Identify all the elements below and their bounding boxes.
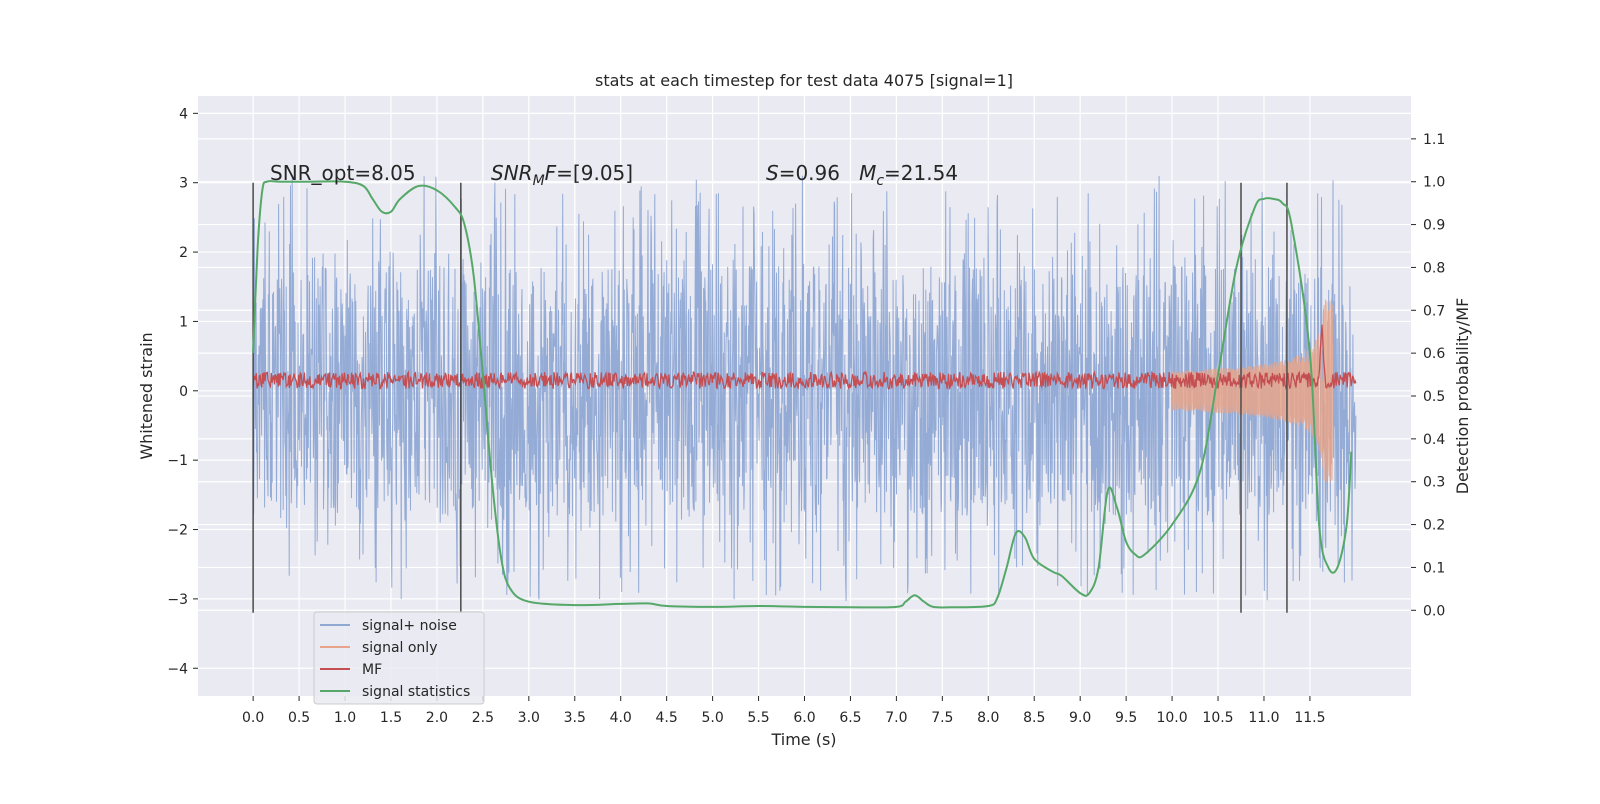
annotation-snr-mf-italic2: F bbox=[545, 161, 557, 185]
annotation-snr-mf-italic: SNR bbox=[491, 161, 533, 185]
y2-tick-label: 0.2 bbox=[1423, 518, 1445, 534]
annotation-stats-s: S bbox=[766, 161, 779, 185]
y-tick-label: −4 bbox=[167, 661, 188, 677]
x-axis-label: Time (s) bbox=[770, 730, 836, 749]
legend-label-signal-only: signal only bbox=[362, 640, 437, 656]
vertical-markers bbox=[252, 182, 1288, 613]
chart-title: stats at each timestep for test data 407… bbox=[595, 71, 1013, 90]
x-tick-label: 1.0 bbox=[334, 710, 356, 726]
annotation-stats-m-value: =21.54 bbox=[884, 161, 958, 185]
mf-series bbox=[252, 324, 1357, 391]
signal-plus-noise-series bbox=[252, 175, 1357, 602]
signal-statistics-series bbox=[252, 180, 1353, 609]
mf-line bbox=[252, 324, 1357, 391]
x-tick-label: 11.5 bbox=[1294, 710, 1325, 726]
x-tick-label: 0.5 bbox=[288, 710, 310, 726]
x-tick-label: 11.0 bbox=[1248, 710, 1279, 726]
signal-plus-noise-line bbox=[252, 175, 1357, 602]
x-tick-label: 3.0 bbox=[518, 710, 540, 726]
signal-only-series bbox=[1171, 299, 1334, 483]
annotation-stats-s-value: =0.96 bbox=[779, 161, 859, 185]
annotation-snr-opt: SNR_opt=8.05 bbox=[270, 161, 416, 185]
signal-statistics-line bbox=[252, 180, 1353, 609]
signal-only-line bbox=[1171, 299, 1334, 483]
x-tick-label: 10.5 bbox=[1202, 710, 1233, 726]
y2-tick-label: 0.7 bbox=[1423, 303, 1445, 319]
legend-label-mf: MF bbox=[362, 662, 382, 678]
x-tick-label: 9.5 bbox=[1115, 710, 1137, 726]
x-tick-label: 4.0 bbox=[610, 710, 632, 726]
annotation-stats: S=0.96 Mc=21.54 bbox=[766, 161, 958, 189]
x-tick-label: 1.5 bbox=[380, 710, 402, 726]
x-tick-label: 7.0 bbox=[885, 710, 907, 726]
x-tick-label: 7.5 bbox=[931, 710, 953, 726]
y2-axis-label: Detection probability/MF bbox=[1453, 298, 1472, 495]
y2-tick-label: 0.3 bbox=[1423, 475, 1445, 491]
y-axis-label: Whitened strain bbox=[137, 332, 156, 459]
y2-tick-label: 0.4 bbox=[1423, 432, 1445, 448]
y2-tick-label: 1.0 bbox=[1423, 175, 1445, 191]
y2-tick-label: 0.1 bbox=[1423, 560, 1445, 576]
annotation-snr-mf-sub: M bbox=[533, 173, 545, 189]
x-tick-label: 6.0 bbox=[793, 710, 815, 726]
y2-tick-label: 1.1 bbox=[1423, 132, 1445, 148]
y-tick-label: 1 bbox=[179, 314, 188, 330]
legend-label-signal-statistics: signal statistics bbox=[362, 684, 470, 700]
x-tick-label: 6.5 bbox=[839, 710, 861, 726]
y-tick-label: −2 bbox=[167, 523, 188, 539]
x-tick-label: 2.5 bbox=[472, 710, 494, 726]
y-tick-label: −1 bbox=[167, 453, 188, 469]
y2-tick-label: 0.6 bbox=[1423, 346, 1445, 362]
x-tick-label: 5.5 bbox=[747, 710, 769, 726]
x-tick-label: 10.0 bbox=[1156, 710, 1187, 726]
legend: signal+ noise signal only MF signal statist… bbox=[313, 611, 485, 705]
legend-label-signal-plus-noise: signal+ noise bbox=[362, 618, 457, 634]
tick-labels: 0.0 0.5 1.0 1.5 2.0 2.5 3.0 3.5 4.0 4.5 5.0 5.5 6.0 6… bbox=[167, 106, 1445, 726]
annotation-snr-mf: SNRMF=[9.05] bbox=[491, 161, 633, 189]
y2-tick-label: 0.9 bbox=[1423, 218, 1445, 234]
x-tick-label: 9.0 bbox=[1069, 710, 1091, 726]
x-tick-label: 8.0 bbox=[977, 710, 999, 726]
legend-box bbox=[313, 611, 485, 705]
annotation-snr-mf-rest: =[9.05] bbox=[556, 161, 633, 185]
x-tick-label: 3.5 bbox=[564, 710, 586, 726]
x-tick-label: 5.0 bbox=[701, 710, 723, 726]
x-tick-label: 8.5 bbox=[1023, 710, 1045, 726]
x-tick-label: 2.0 bbox=[426, 710, 448, 726]
y-tick-label: 3 bbox=[179, 176, 188, 192]
y-tick-label: −3 bbox=[167, 592, 188, 608]
y-tick-label: 0 bbox=[179, 384, 188, 400]
y-tick-label: 4 bbox=[179, 106, 188, 122]
y2-tick-label: 0.0 bbox=[1423, 603, 1445, 619]
x-tick-label: 0.0 bbox=[242, 710, 264, 726]
annotation-stats-m: M bbox=[859, 161, 876, 185]
y2-tick-label: 0.5 bbox=[1423, 389, 1445, 405]
y2-tick-label: 0.8 bbox=[1423, 260, 1445, 276]
x-tick-label: 4.5 bbox=[656, 710, 678, 726]
y-tick-label: 2 bbox=[179, 245, 188, 261]
annotation-stats-m-sub: c bbox=[876, 173, 884, 189]
